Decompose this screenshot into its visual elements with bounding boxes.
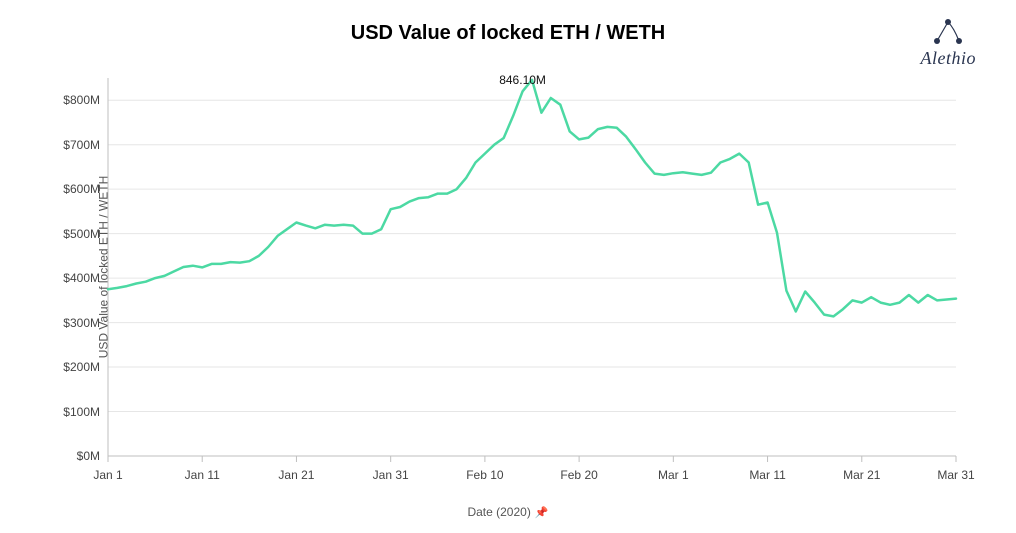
- brand-name: Alethio: [921, 48, 977, 69]
- y-tick-label: $0M: [77, 449, 100, 463]
- y-tick-label: $800M: [63, 93, 100, 107]
- x-tick-label: Mar 1: [658, 468, 689, 482]
- chart-title: USD Value of locked ETH / WETH: [0, 22, 1016, 45]
- x-tick-label: Jan 1: [93, 468, 122, 482]
- brand-logo: Alethio: [921, 18, 977, 69]
- x-tick-label: Feb 20: [560, 468, 597, 482]
- x-tick-label: Jan 21: [278, 468, 314, 482]
- y-tick-label: $100M: [63, 405, 100, 419]
- alethio-icon: [930, 18, 966, 46]
- x-tick-label: Mar 31: [937, 468, 974, 482]
- x-tick-label: Feb 10: [466, 468, 503, 482]
- chart-svg: [108, 78, 956, 456]
- x-axis-label: Date (2020)📌: [0, 505, 1016, 519]
- y-tick-label: $700M: [63, 138, 100, 152]
- y-tick-label: $300M: [63, 316, 100, 330]
- y-tick-label: $500M: [63, 227, 100, 241]
- y-tick-label: $600M: [63, 182, 100, 196]
- peak-annotation: 846.10M: [499, 73, 546, 87]
- x-tick-label: Mar 21: [843, 468, 880, 482]
- pin-icon: 📌: [535, 506, 549, 519]
- x-tick-label: Jan 11: [185, 468, 220, 482]
- x-tick-label: Jan 31: [373, 468, 409, 482]
- x-tick-label: Mar 11: [749, 468, 785, 482]
- y-tick-label: $200M: [63, 360, 100, 374]
- chart-plot-area: $0M$100M$200M$300M$400M$500M$600M$700M$8…: [108, 78, 956, 456]
- y-tick-label: $400M: [63, 271, 100, 285]
- data-line: [108, 80, 956, 317]
